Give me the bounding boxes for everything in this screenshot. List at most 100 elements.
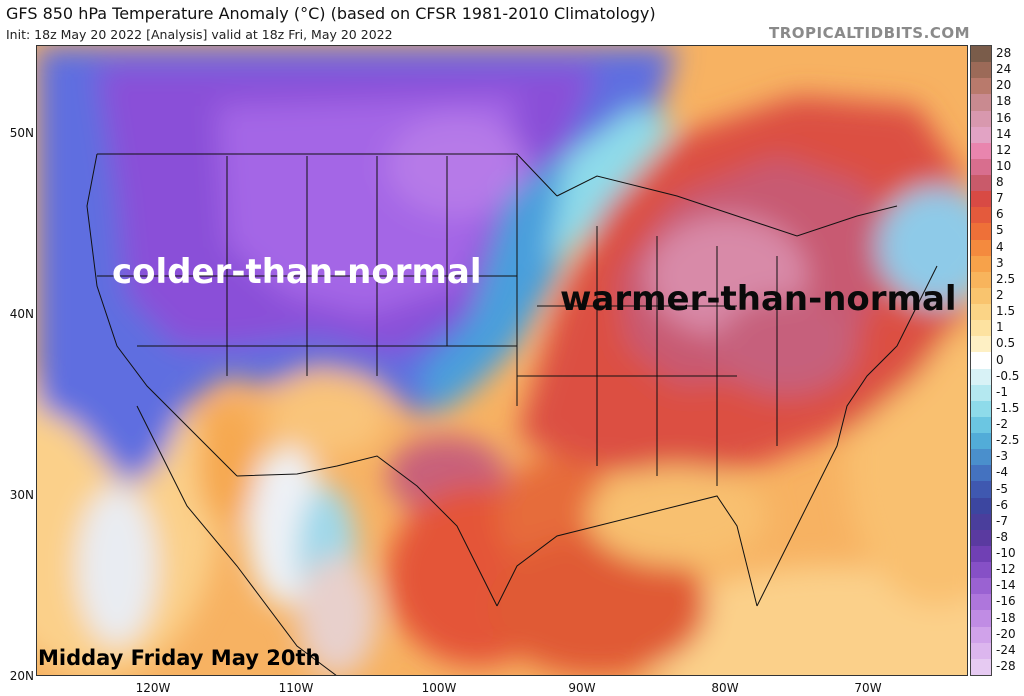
latitude-label: 20N [9, 669, 34, 683]
colorbar-tick-label: -2 [996, 417, 1008, 431]
latitude-label: 30N [9, 488, 34, 502]
colorbar-swatch [971, 449, 991, 466]
colorbar-swatch [971, 368, 991, 386]
colorbar-tick-label: -14 [996, 578, 1016, 593]
colorbar-tick-label: 10 [996, 158, 1012, 173]
colorbar-tick-label: -10 [996, 546, 1016, 561]
colorbar-tick-label: -0.5 [996, 368, 1020, 383]
colorbar-swatch [971, 110, 991, 128]
longitude-label: 120W [135, 681, 171, 695]
colorbar-tick-label: 20 [996, 78, 1012, 93]
colorbar-tick-label: -12 [996, 562, 1016, 577]
colorbar-tick-label: 18 [996, 94, 1012, 109]
colorbar-swatch [971, 642, 991, 660]
warmer-than-normal-label: warmer-than-normal [560, 279, 957, 319]
colorbar-tick-label: -24 [996, 642, 1016, 657]
longitude-label: 110W [278, 681, 314, 695]
colorbar-tick-label: -3 [996, 449, 1008, 464]
colorbar-tick-label: 24 [996, 62, 1012, 77]
colorbar-swatch [971, 658, 991, 676]
anomaly-map [36, 45, 968, 676]
colorbar-swatch [971, 287, 991, 305]
colorbar-swatch [971, 433, 991, 450]
colorbar-tick-label: 0 [996, 352, 1004, 367]
colorbar-tick-label: 0.5 [996, 336, 1016, 351]
colorbar-tick-label: -1 [996, 384, 1008, 399]
longitude-label: 90W [568, 681, 596, 695]
colorbar-swatch [971, 271, 991, 289]
colorbar-tick-label: 28 [996, 46, 1012, 61]
colorbar-tick-label: 8 [996, 175, 1004, 190]
colorbar-tick-label: -6 [996, 497, 1008, 512]
colorbar-tick-label: -4 [996, 465, 1008, 480]
colorbar-swatch [971, 626, 991, 644]
colorbar-tick-label: 1.5 [996, 304, 1016, 319]
colorbar-swatch [971, 175, 991, 192]
colorbar-swatch [971, 352, 991, 370]
colorbar-swatch [971, 78, 991, 95]
colorbar-tick-label: 2.5 [996, 271, 1016, 286]
figure-subtitle: Init: 18z May 20 2022 [Analysis] valid a… [6, 27, 393, 42]
colorbar-swatch [971, 126, 991, 144]
colorbar-tick-label: -28 [996, 658, 1016, 673]
colorbar-swatch [971, 578, 991, 595]
colorbar-tick-label: -5 [996, 481, 1008, 496]
colorbar-swatch [971, 400, 991, 418]
colorbar-swatch [971, 416, 991, 434]
colorbar-swatch [971, 46, 991, 63]
colorbar-tick-label: 7 [996, 191, 1004, 206]
date-label: Midday Friday May 20th [38, 646, 321, 670]
colorbar-tick-label: -20 [996, 626, 1016, 641]
colder-than-normal-label: colder-than-normal [112, 252, 482, 292]
colorbar-swatch [971, 320, 991, 337]
colorbar-swatch [971, 62, 991, 79]
colorbar-tick-label: 5 [996, 223, 1004, 238]
anomaly-field [37, 46, 967, 675]
colorbar-swatch [971, 513, 991, 531]
latitude-label: 50N [9, 126, 34, 140]
colorbar-tick-label: -8 [996, 529, 1008, 544]
colorbar-swatch [971, 239, 991, 257]
latitude-label: 40N [9, 307, 34, 321]
colorbar-swatch [971, 481, 991, 499]
colorbar-tick-label: -18 [996, 610, 1016, 625]
anomaly-map-canvas [37, 46, 967, 675]
colorbar-tick-label: 6 [996, 207, 1004, 222]
colorbar-swatch [971, 94, 991, 111]
colorbar-swatch [971, 142, 991, 160]
colorbar-swatch [971, 529, 991, 547]
colorbar-tick-label: -7 [996, 513, 1008, 528]
colorbar-swatch [971, 562, 991, 579]
figure-title: GFS 850 hPa Temperature Anomaly (°C) (ba… [6, 4, 656, 23]
colorbar-swatch [971, 610, 991, 628]
colorbar-tick-label: 1 [996, 320, 1004, 335]
colorbar-swatch [971, 336, 991, 353]
colorbar-swatch [971, 497, 991, 515]
colorbar-swatch [971, 594, 991, 611]
colorbar-tick-label: 16 [996, 110, 1012, 125]
colorbar-tick-label: -1.5 [996, 400, 1020, 415]
brand-watermark: TROPICALTIDBITS.COM [769, 24, 970, 42]
colorbar-swatch [971, 465, 991, 482]
colorbar-swatch [971, 207, 991, 224]
colorbar [970, 45, 992, 676]
colorbar-swatch [971, 158, 991, 176]
colorbar-tick-label: 4 [996, 239, 1004, 254]
colorbar-tick-label: -2.5 [996, 433, 1020, 448]
colorbar-swatch [971, 223, 991, 241]
longitude-label: 70W [854, 681, 882, 695]
longitude-label: 100W [421, 681, 457, 695]
political-borders [86, 153, 938, 675]
colorbar-tick-label: 2 [996, 287, 1004, 302]
colorbar-swatch [971, 304, 991, 321]
longitude-label: 80W [711, 681, 739, 695]
colorbar-swatch [971, 191, 991, 208]
colorbar-tick-label: 14 [996, 126, 1012, 141]
colorbar-swatch [971, 545, 991, 563]
colorbar-tick-label: -16 [996, 594, 1016, 609]
colorbar-swatch [971, 384, 991, 402]
colorbar-swatch [971, 255, 991, 273]
colorbar-tick-label: 12 [996, 142, 1012, 157]
colorbar-tick-label: 3 [996, 255, 1004, 270]
